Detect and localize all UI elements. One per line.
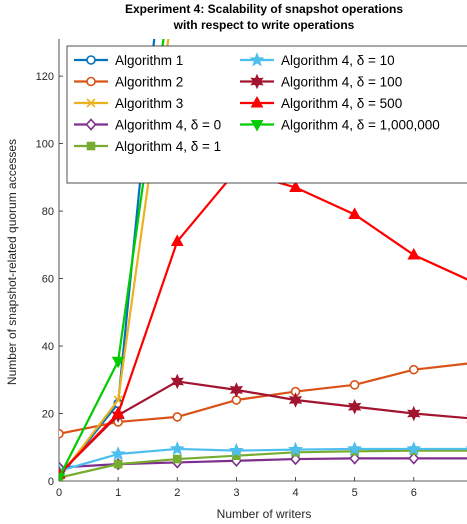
legend-item: Algorithm 4, δ = 100	[240, 73, 402, 90]
legend-item: Algorithm 3	[74, 96, 183, 111]
legend-label: Algorithm 2	[115, 75, 183, 90]
x-tick-label: 6	[411, 487, 417, 499]
data-point	[347, 399, 362, 415]
data-point	[347, 441, 363, 456]
series-7	[59, 373, 467, 481]
legend-marker	[86, 76, 96, 87]
y-tick-label: 40	[42, 341, 54, 353]
data-point	[59, 473, 66, 481]
legend-marker	[250, 95, 264, 108]
legend-label: Algorithm 4, δ = 100	[281, 75, 402, 90]
legend-item: Algorithm 1	[74, 53, 183, 68]
legend-item: Algorithm 4, δ = 1	[74, 139, 221, 154]
series-line	[59, 380, 467, 476]
legend-box	[66, 45, 467, 184]
legend-marker	[85, 118, 97, 131]
legend-item: Algorithm 2	[74, 75, 183, 90]
legend-marker	[250, 120, 264, 132]
x-axis-label: Number of writers	[217, 507, 312, 521]
data-point	[289, 180, 302, 192]
legend-label: Algorithm 4, δ = 1	[115, 139, 221, 154]
legend-label: Algorithm 4, δ = 0	[115, 118, 221, 133]
y-tick-label: 20	[42, 409, 54, 421]
data-point	[408, 364, 419, 375]
chart-subtitle: with respect to write operations	[173, 18, 355, 32]
legend-label: Algorithm 4, δ = 500	[281, 96, 402, 111]
data-point	[111, 406, 125, 419]
x-tick-label: 1	[115, 487, 121, 499]
data-point	[172, 454, 182, 464]
legend-item: Algorithm 4, δ = 500	[240, 95, 402, 111]
legend-item: Algorithm 4, δ = 0	[74, 118, 221, 133]
data-point	[172, 412, 183, 422]
legend-marker	[250, 73, 264, 90]
y-tick-label: 80	[42, 206, 54, 218]
series-line	[59, 169, 467, 476]
y-axis-label: Number of snapshot-related quorum access…	[5, 139, 19, 385]
data-point	[349, 452, 361, 465]
chart-title: Experiment 4: Scalability of snapshot op…	[125, 2, 403, 16]
series-line	[59, 449, 467, 479]
data-point	[406, 441, 422, 456]
data-point	[110, 446, 126, 461]
legend-label: Algorithm 1	[115, 53, 183, 68]
series-8	[59, 163, 467, 479]
data-point	[229, 382, 244, 398]
data-point	[59, 428, 64, 439]
data-point	[348, 207, 361, 219]
x-tick-label: 5	[352, 487, 358, 499]
data-point	[408, 452, 420, 465]
x-tick-label: 2	[174, 487, 180, 499]
legend-label: Algorithm 4, δ = 10	[281, 53, 395, 68]
series-line	[59, 447, 467, 472]
legend-marker	[86, 98, 96, 108]
series-6	[59, 441, 467, 478]
data-point	[113, 459, 123, 469]
y-tick-label: 60	[42, 274, 54, 286]
y-tick-label: 100	[36, 139, 54, 151]
data-point	[407, 247, 421, 260]
data-point	[170, 373, 184, 390]
data-point	[169, 441, 185, 456]
x-tick-label: 4	[292, 487, 298, 499]
data-point	[288, 392, 303, 408]
x-tick-label: 3	[233, 487, 239, 499]
legend: Algorithm 1 Algorithm 2 Algorithm 3 Algorit…	[66, 45, 467, 184]
legend-label: Algorithm 3	[115, 96, 183, 111]
legend-item: Algorithm 4, δ = 10	[240, 52, 395, 68]
data-point	[111, 356, 125, 369]
series-line	[59, 39, 170, 479]
legend-marker	[86, 141, 96, 151]
data-point	[228, 442, 244, 458]
data-point	[170, 234, 184, 246]
y-tick-label: 120	[36, 71, 54, 83]
y-tick-label: 0	[48, 476, 54, 488]
data-point	[349, 380, 360, 390]
legend-marker	[86, 55, 96, 65]
x-tick-label: 0	[56, 487, 62, 499]
legend-label: Algorithm 4, δ = 1,000,000	[281, 118, 440, 133]
legend-marker	[249, 52, 265, 67]
legend-item: Algorithm 4, δ = 1,000,000	[240, 118, 440, 133]
data-point	[288, 441, 304, 456]
data-point	[407, 405, 421, 422]
